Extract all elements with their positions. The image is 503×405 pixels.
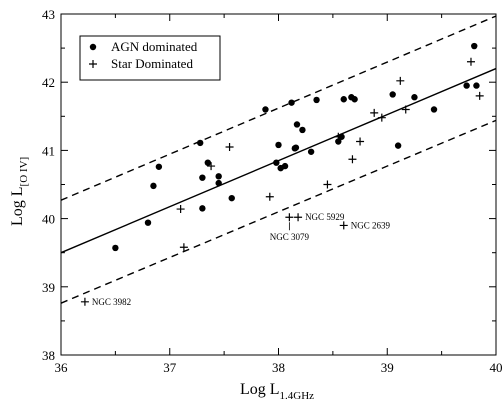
agn-point bbox=[197, 139, 204, 147]
agn-point bbox=[463, 82, 470, 89]
annotation-label: NGC 3079 bbox=[270, 232, 310, 242]
legend-marker-agn bbox=[89, 43, 97, 51]
agn-point bbox=[471, 42, 478, 50]
star-point bbox=[396, 76, 405, 85]
y-tick-label: 43 bbox=[42, 7, 55, 22]
star-point bbox=[370, 108, 379, 117]
legend-marker-star bbox=[89, 60, 97, 68]
agn-point bbox=[351, 96, 358, 103]
x-tick-label: 36 bbox=[55, 360, 69, 375]
star-point bbox=[334, 132, 343, 141]
x-tick-label: 37 bbox=[163, 360, 177, 375]
agn-point bbox=[340, 96, 347, 103]
agn-point bbox=[389, 91, 396, 98]
agn-point bbox=[199, 174, 206, 181]
agn-point bbox=[394, 142, 402, 149]
agn-point bbox=[215, 173, 222, 180]
star-point bbox=[176, 205, 185, 214]
star-point bbox=[356, 137, 365, 146]
agn-point bbox=[150, 182, 157, 190]
annotation-label: NGC 3982 bbox=[92, 297, 131, 307]
legend: AGN dominated Star Dominated bbox=[79, 35, 221, 81]
agn-point bbox=[430, 106, 438, 113]
star-point bbox=[225, 142, 234, 151]
star-point bbox=[179, 243, 188, 252]
axis-ticks: 36 37 38 39 40 38 39 40 41 42 43 bbox=[42, 7, 503, 375]
agn-point bbox=[281, 162, 289, 170]
star-point bbox=[348, 155, 357, 164]
agn-point bbox=[262, 106, 269, 113]
dashed-bound-line bbox=[60, 15, 497, 201]
agn-point bbox=[228, 194, 235, 202]
annotation-label: NGC 2639 bbox=[351, 220, 391, 230]
agn-point bbox=[473, 82, 480, 89]
star-point bbox=[339, 221, 348, 230]
agn-point bbox=[313, 96, 320, 104]
legend-box bbox=[79, 35, 221, 81]
agn-point bbox=[112, 244, 119, 252]
star-point bbox=[377, 113, 386, 122]
y-tick-label: 38 bbox=[42, 348, 55, 363]
star-point bbox=[294, 213, 303, 222]
data-points bbox=[80, 42, 484, 306]
agn-point bbox=[275, 141, 282, 149]
star-point bbox=[285, 213, 294, 222]
star-point bbox=[80, 297, 89, 306]
agn-point bbox=[307, 148, 315, 155]
agn-point bbox=[155, 163, 163, 170]
star-point bbox=[475, 91, 484, 100]
legend-label-star: Star Dominated bbox=[111, 56, 193, 71]
y-tick-label: 42 bbox=[42, 75, 55, 90]
x-tick-label: 39 bbox=[381, 360, 394, 375]
annotation-label: NGC 5929 bbox=[305, 212, 345, 222]
agn-point bbox=[299, 126, 306, 134]
star-point bbox=[207, 162, 216, 171]
agn-point bbox=[335, 138, 342, 145]
agn-point bbox=[292, 144, 300, 151]
agn-point bbox=[288, 99, 295, 106]
agn-point bbox=[204, 159, 212, 166]
y-tick-label: 41 bbox=[42, 143, 55, 158]
star-point bbox=[265, 192, 274, 201]
annotations: NGC 3982 NGC 5929 NGC 3079 NGC 2639 bbox=[92, 212, 391, 307]
agn-point bbox=[411, 94, 418, 101]
dashed-bound-line bbox=[60, 119, 497, 304]
y-tick-label: 40 bbox=[42, 212, 55, 227]
agn-point bbox=[273, 159, 280, 166]
agn-point bbox=[199, 205, 206, 212]
y-tick-label: 39 bbox=[42, 280, 55, 295]
x-tick-label: 40 bbox=[490, 360, 503, 375]
x-axis-title: Log L1.4GHz bbox=[240, 381, 314, 402]
star-point bbox=[401, 105, 410, 114]
y-axis-title: Log L[O IV] bbox=[9, 157, 30, 226]
agn-point bbox=[293, 121, 301, 128]
star-point bbox=[466, 57, 475, 66]
x-tick-label: 38 bbox=[272, 360, 285, 375]
legend-label-agn: AGN dominated bbox=[111, 39, 198, 54]
agn-point bbox=[144, 219, 152, 226]
star-point bbox=[323, 180, 332, 189]
agn-point bbox=[215, 179, 222, 187]
